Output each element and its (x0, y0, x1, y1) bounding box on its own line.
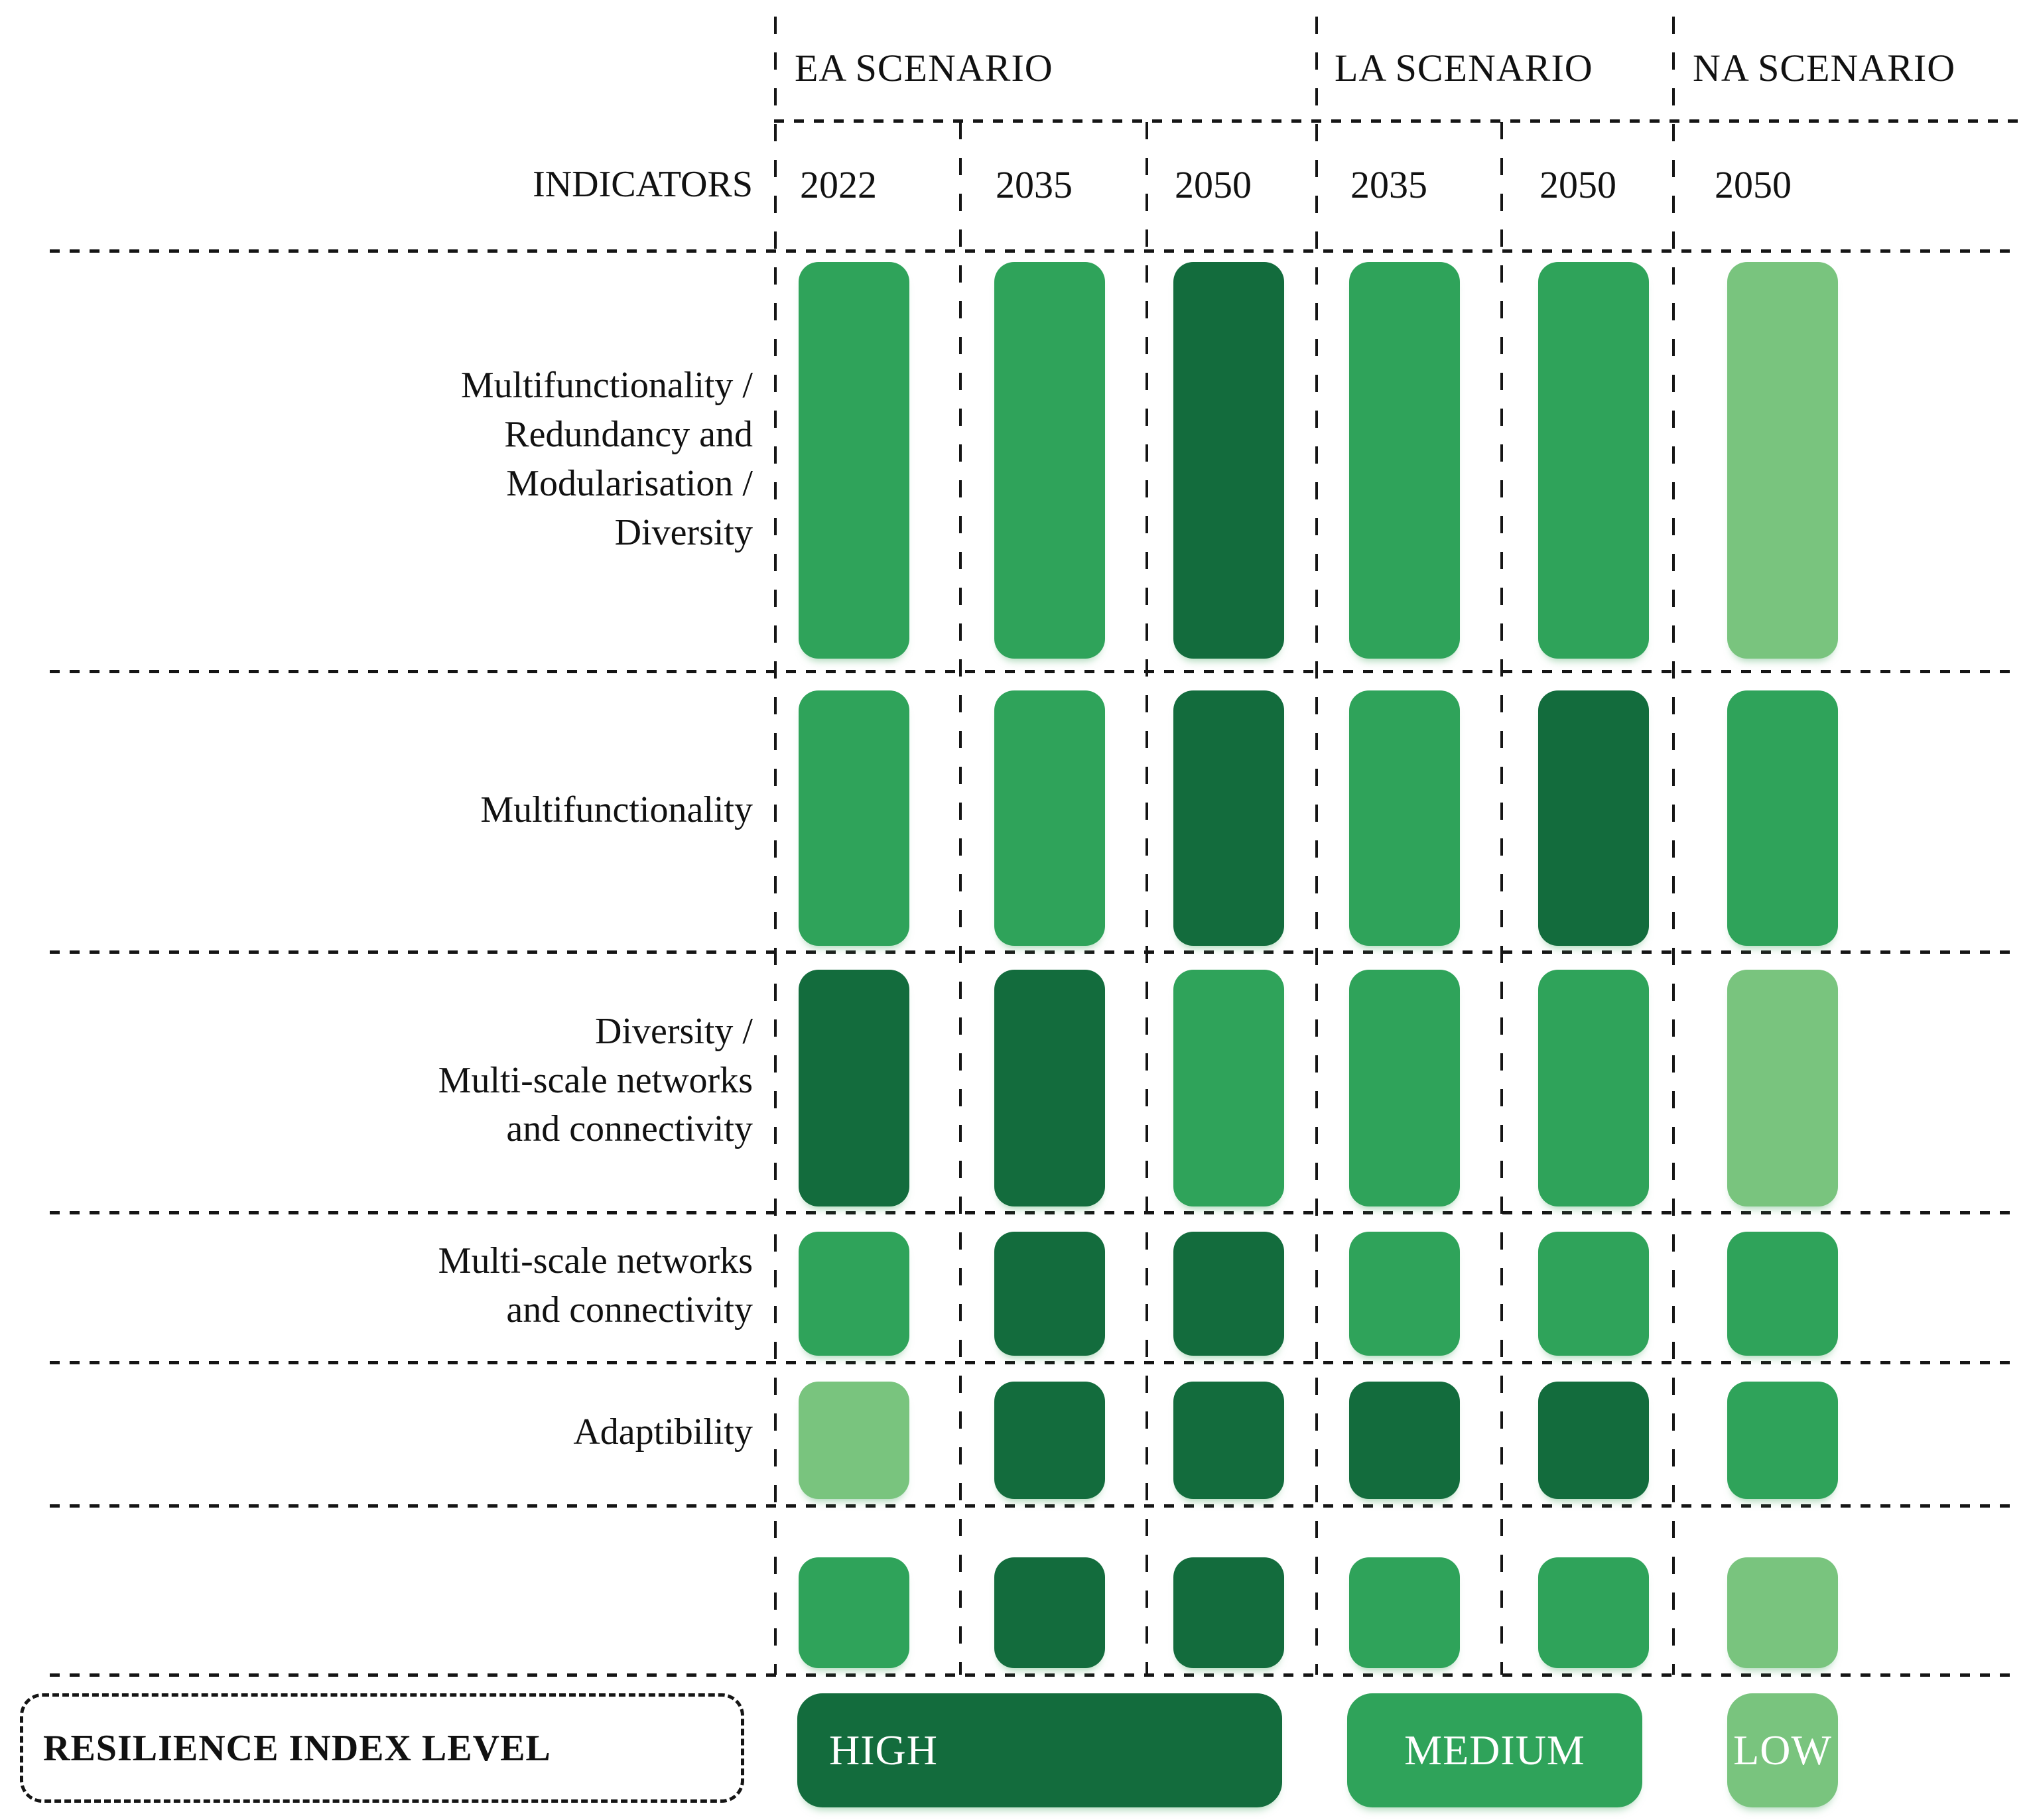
indicators-header: INDICATORS (533, 164, 753, 205)
grid-cell (1538, 1382, 1649, 1499)
scenario-header-na: NA SCENARIO (1693, 46, 1956, 90)
grid-cell (799, 1557, 909, 1668)
grid-cell (1173, 1557, 1284, 1668)
row-label-multifunctionality: Multifunctionality (480, 789, 753, 830)
grid-cell (1727, 262, 1838, 659)
legend-item-high: HIGH (797, 1693, 1282, 1807)
grid-cell (1727, 1382, 1838, 1499)
grid-line-vertical (1145, 122, 1148, 1675)
grid-line-vertical (1500, 122, 1503, 1675)
grid-cell (994, 1557, 1105, 1668)
column-year-na-2050: 2050 (1715, 162, 1792, 206)
grid-cell (994, 970, 1105, 1206)
column-year-ea-2035: 2035 (996, 162, 1073, 206)
grid-line-vertical (1672, 17, 1675, 1675)
column-year-ea-2022: 2022 (800, 162, 877, 206)
grid-line-horizontal (774, 119, 2019, 123)
grid-line-horizontal (50, 1504, 2019, 1508)
row-label-adaptibility: Adaptibility (573, 1411, 753, 1453)
grid-cell (1349, 1382, 1460, 1499)
grid-cell (1173, 970, 1284, 1206)
grid-line-vertical (1315, 17, 1318, 1675)
grid-cell (799, 262, 909, 659)
grid-cell (799, 1382, 909, 1499)
grid-cell (1727, 1557, 1838, 1668)
grid-cell (1349, 1232, 1460, 1356)
column-year-la-2035: 2035 (1350, 162, 1427, 206)
row-label-diversity-networks: Diversity / Multi-scale networks and con… (438, 1010, 753, 1150)
grid-cell (994, 1232, 1105, 1356)
grid-cell (1349, 262, 1460, 659)
grid-cell (1538, 1557, 1649, 1668)
grid-cell (1349, 1557, 1460, 1668)
row-label-multifunctionality-redundancy-diversity: Multifunctionality / Redundancy and Modu… (460, 365, 753, 553)
grid-cell (1349, 690, 1460, 946)
grid-line-horizontal (50, 1361, 2019, 1364)
grid-cell (1173, 690, 1284, 946)
grid-line-horizontal (50, 670, 2019, 673)
scenario-header-la: LA SCENARIO (1335, 46, 1593, 90)
grid-cell (1538, 262, 1649, 659)
grid-line-horizontal (50, 950, 2019, 954)
grid-cell (994, 262, 1105, 659)
grid-cell (994, 1382, 1105, 1499)
row-label-multiscale-networks: Multi-scale networks and connectivity (438, 1240, 753, 1331)
grid-cell (1538, 690, 1649, 946)
legend-item-low: LOW (1727, 1693, 1838, 1807)
grid-line-horizontal (50, 249, 2019, 253)
grid-cell (799, 690, 909, 946)
scenario-header-ea: EA SCENARIO (795, 46, 1053, 90)
legend-item-medium: MEDIUM (1347, 1693, 1642, 1807)
grid-line-vertical (959, 122, 962, 1675)
grid-line-horizontal (50, 1211, 2019, 1214)
grid-cell (1173, 1382, 1284, 1499)
column-year-ea-2050: 2050 (1175, 162, 1252, 206)
grid-cell (1727, 1232, 1838, 1356)
grid-cell (1538, 1232, 1649, 1356)
grid-line-horizontal (50, 1673, 2019, 1677)
legend-title-box: RESILIENCE INDEX LEVEL (20, 1693, 744, 1803)
grid-cell (1538, 970, 1649, 1206)
grid-cell (799, 970, 909, 1206)
grid-cell (1727, 970, 1838, 1206)
grid-cell (1727, 690, 1838, 946)
grid-line-vertical (774, 17, 777, 1675)
grid-cell (994, 690, 1105, 946)
grid-cell (799, 1232, 909, 1356)
column-year-la-2050: 2050 (1539, 162, 1616, 206)
grid-cell (1349, 970, 1460, 1206)
legend-title: RESILIENCE INDEX LEVEL (43, 1727, 551, 1769)
grid-cell (1173, 262, 1284, 659)
grid-cell (1173, 1232, 1284, 1356)
